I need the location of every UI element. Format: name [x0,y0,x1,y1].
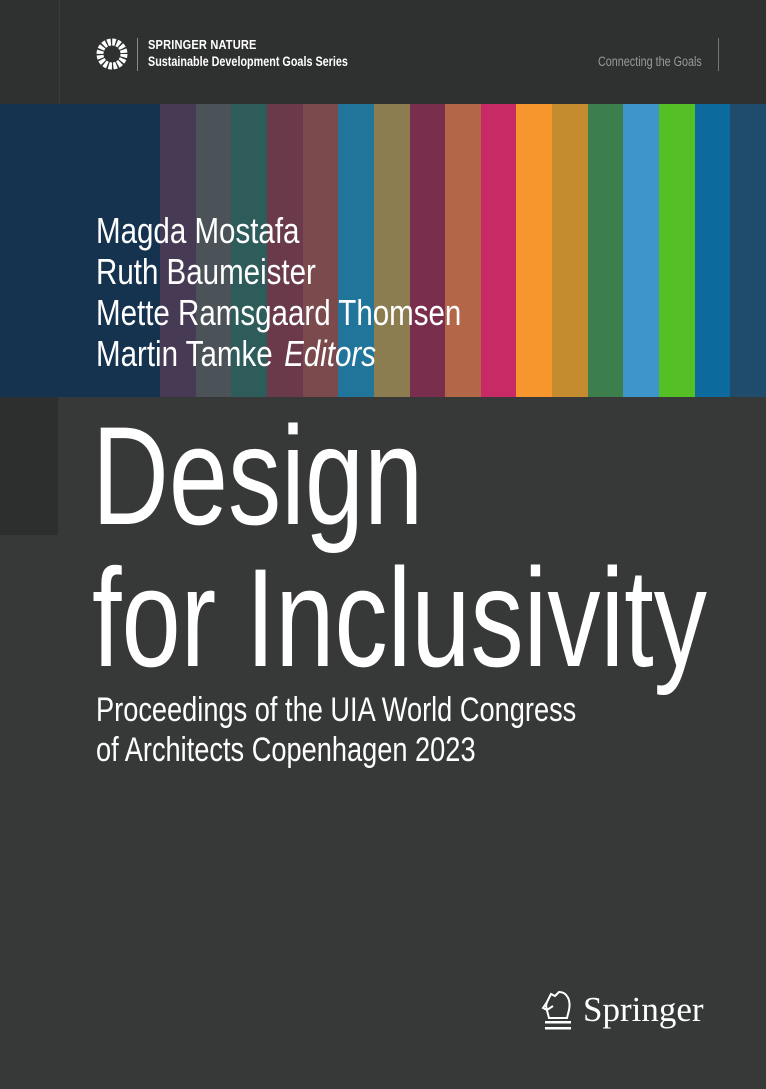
editors-label: Editors [284,333,376,374]
title-line: Design [92,397,424,554]
color-stripe [373,104,411,397]
subtitle-line: Proceedings of the UIA World Congress [96,691,577,729]
divider [137,38,138,71]
color-stripe [338,104,375,397]
editors-list: Magda Mostafa Ruth Baumeister Mette Rams… [96,210,542,374]
color-stripe [445,104,482,397]
color-stripe [623,104,660,397]
springer-logo: Springer [541,988,704,1032]
color-stripe [659,104,696,397]
color-stripe [302,104,339,397]
publisher-name: SPRINGER NATURE [148,37,257,52]
color-stripe [730,104,766,397]
color-stripe [480,104,517,397]
book-title: Design for Inclusivity [92,405,766,689]
springer-wordmark: Springer [583,990,704,1029]
editor-name: Mette Ramsgaard Thomsen [96,292,462,333]
color-stripe [587,104,624,397]
divider [718,38,719,71]
title-line: for Inclusivity [92,539,707,696]
color-stripe [409,104,446,397]
divider [59,0,60,104]
color-stripe [516,104,553,397]
sdg-wheel-icon [96,38,128,70]
book-subtitle: Proceedings of the UIA World Congress of… [96,690,696,770]
editor-name: Ruth Baumeister [96,251,316,292]
color-stripe [694,104,731,397]
color-stripe [552,104,589,397]
color-stripe [195,104,232,397]
editor-name: Magda Mostafa [96,210,300,251]
sdg-color-band [0,104,766,397]
left-panel [0,397,58,535]
series-name: Sustainable Development Goals Series [148,54,348,69]
color-stripe [160,104,197,397]
color-stripe [266,104,304,397]
series-header: SPRINGER NATURE Sustainable Development … [0,0,766,104]
color-stripe [231,104,268,397]
chess-knight-icon [541,990,571,1030]
color-stripe [0,104,161,397]
tagline: Connecting the Goals [598,54,702,69]
editor-name: Martin Tamke [96,333,273,374]
subtitle-line: of Architects Copenhagen 2023 [96,731,476,769]
